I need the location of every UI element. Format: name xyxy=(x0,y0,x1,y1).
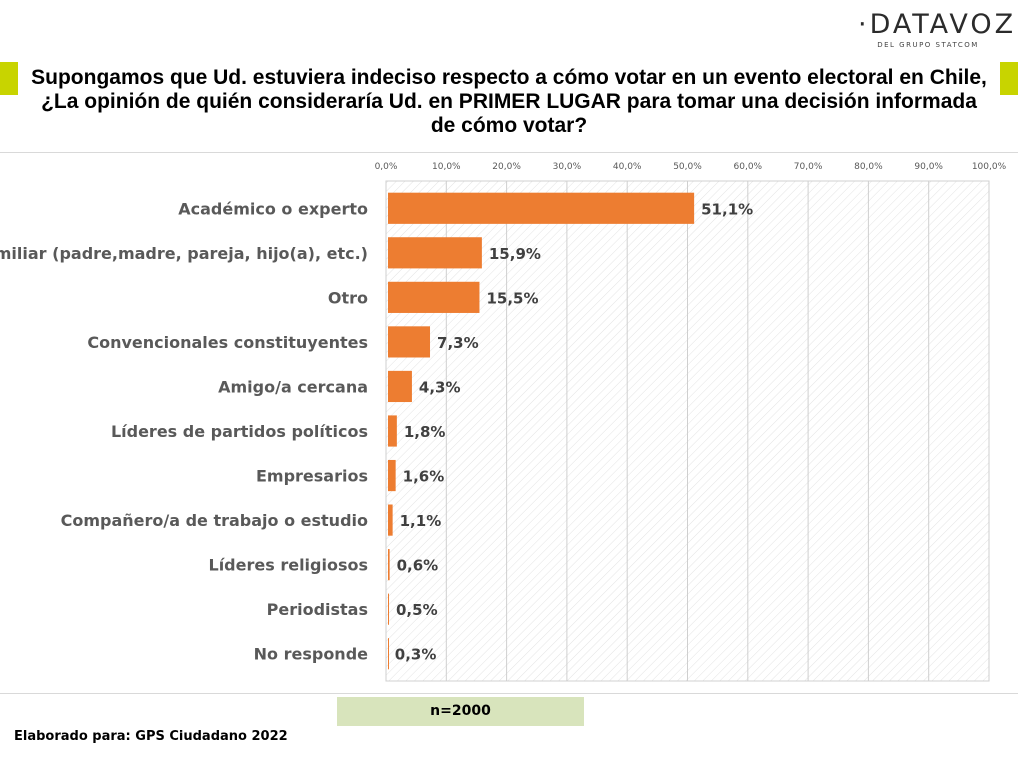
value-label: 15,5% xyxy=(486,289,538,307)
bar xyxy=(388,549,390,581)
value-label: 15,9% xyxy=(489,245,541,263)
bar xyxy=(388,415,397,447)
value-label: 0,5% xyxy=(396,601,438,619)
x-tick-label: 90,0% xyxy=(914,162,943,172)
x-tick-label: 30,0% xyxy=(553,162,582,172)
bar xyxy=(388,192,695,224)
category-label: Empresarios xyxy=(256,467,368,486)
bar xyxy=(388,459,396,492)
value-label: 1,6% xyxy=(403,468,445,486)
category-label: Convencionales constituyentes xyxy=(87,333,368,352)
value-label: 0,6% xyxy=(397,557,439,575)
category-label: Académico o experto xyxy=(178,199,368,218)
category-labels: Académico o experto Familiar (padre,madre… xyxy=(0,199,368,663)
category-label: Compañero/a de trabajo o estudio xyxy=(61,511,368,530)
bar xyxy=(388,504,393,536)
category-label: Otro xyxy=(328,288,368,307)
bar xyxy=(388,593,390,625)
value-label: 1,8% xyxy=(404,423,446,441)
datavoz-logo: ·DATAVOZ. DEL GRUPO STATCOM xyxy=(858,9,1018,54)
x-tick-label: 100,0% xyxy=(972,162,1007,172)
footer-credit: Elaborado para: GPS Ciudadano 2022 xyxy=(14,729,288,744)
bar xyxy=(388,638,389,670)
bar-chart: 0,0% 10,0% 20,0% 30,0% 40,0% 50,0% 60,0% 70,0% 8… xyxy=(0,162,1007,682)
bar xyxy=(388,370,412,403)
x-tick-label: 0,0% xyxy=(375,162,398,172)
right-accent-bar xyxy=(1000,62,1018,95)
category-label: Líderes de partidos políticos xyxy=(111,422,368,441)
x-tick-label: 70,0% xyxy=(794,162,823,172)
x-tick-label: 50,0% xyxy=(673,162,702,172)
left-accent-bar xyxy=(0,62,18,95)
value-label: 1,1% xyxy=(400,512,442,530)
value-label: 7,3% xyxy=(437,334,479,352)
value-label: 51,1% xyxy=(701,200,753,218)
logo-brand: ·DATAVOZ. xyxy=(858,9,1018,40)
value-label: 0,3% xyxy=(395,646,437,664)
data-labels: 51,1% 15,9% 15,5% 7,3% 4,3% 1,8% 1,6% 1,1% 0,6% 0… xyxy=(395,200,753,663)
page-title: Supongamos que Ud. estuviera indeciso re… xyxy=(31,66,987,137)
category-label: Amigo/a cercana xyxy=(218,377,368,396)
bar xyxy=(388,237,482,269)
value-label: 4,3% xyxy=(419,378,461,396)
x-tick-label: 20,0% xyxy=(492,162,521,172)
category-label: Familiar (padre,madre, pareja, hijo(a), … xyxy=(0,244,368,263)
x-tick-label: 60,0% xyxy=(734,162,763,172)
bar xyxy=(388,326,431,358)
category-label: Líderes religiosos xyxy=(209,556,369,575)
chart-panel: 0,0% 10,0% 20,0% 30,0% 40,0% 50,0% 60,0% 70,0% 8… xyxy=(0,152,1018,694)
x-axis-ticks: 0,0% 10,0% 20,0% 30,0% 40,0% 50,0% 60,0% 70,0% 8… xyxy=(375,162,1007,172)
category-label: No responde xyxy=(254,645,369,664)
sample-size-box: n=2000 xyxy=(337,697,584,726)
bar xyxy=(388,281,480,313)
category-label: Periodistas xyxy=(267,600,368,619)
bars xyxy=(388,192,695,670)
logo-tagline: DEL GRUPO STATCOM xyxy=(877,41,979,49)
x-tick-label: 80,0% xyxy=(854,162,883,172)
x-tick-label: 10,0% xyxy=(432,162,461,172)
x-tick-label: 40,0% xyxy=(613,162,642,172)
